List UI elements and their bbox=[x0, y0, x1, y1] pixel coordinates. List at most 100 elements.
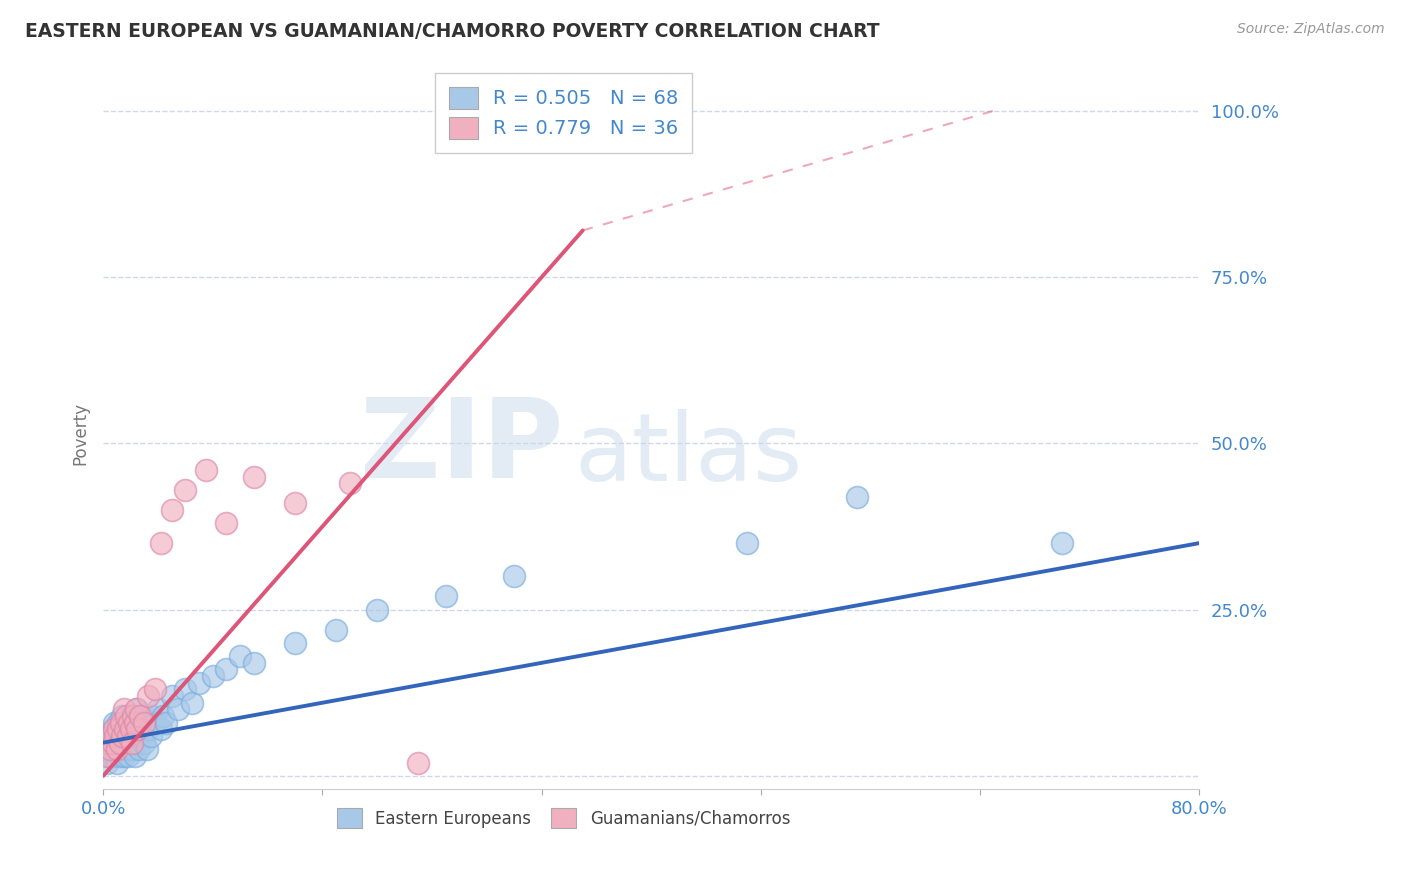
Point bbox=[118, 715, 141, 730]
Point bbox=[103, 715, 125, 730]
Point bbox=[215, 516, 238, 530]
Point bbox=[103, 723, 125, 737]
Point bbox=[174, 483, 197, 497]
Point bbox=[194, 463, 217, 477]
Point bbox=[122, 729, 145, 743]
Point bbox=[114, 736, 136, 750]
Point bbox=[112, 702, 135, 716]
Text: Source: ZipAtlas.com: Source: ZipAtlas.com bbox=[1237, 22, 1385, 37]
Point bbox=[122, 709, 145, 723]
Point bbox=[1052, 536, 1074, 550]
Y-axis label: Poverty: Poverty bbox=[72, 401, 89, 465]
Point bbox=[284, 496, 307, 510]
Point bbox=[138, 689, 160, 703]
Point bbox=[110, 715, 132, 730]
Point bbox=[243, 469, 266, 483]
Point bbox=[98, 729, 121, 743]
Point bbox=[125, 702, 148, 716]
Point bbox=[134, 736, 156, 750]
Point bbox=[129, 723, 152, 737]
Point bbox=[108, 723, 131, 737]
Point bbox=[128, 742, 150, 756]
Point bbox=[215, 663, 238, 677]
Point bbox=[100, 736, 122, 750]
Point bbox=[108, 736, 131, 750]
Point bbox=[124, 748, 146, 763]
Point bbox=[98, 742, 121, 756]
Point bbox=[114, 723, 136, 737]
Point bbox=[120, 723, 142, 737]
Point bbox=[107, 723, 129, 737]
Point bbox=[160, 689, 183, 703]
Point bbox=[149, 723, 172, 737]
Point bbox=[120, 736, 142, 750]
Point bbox=[139, 729, 162, 743]
Point bbox=[104, 736, 127, 750]
Point bbox=[181, 696, 204, 710]
Point bbox=[135, 715, 157, 730]
Point bbox=[124, 715, 146, 730]
Point bbox=[97, 736, 120, 750]
Point bbox=[149, 536, 172, 550]
Point bbox=[152, 709, 174, 723]
Point bbox=[503, 569, 526, 583]
Point bbox=[121, 736, 143, 750]
Point bbox=[127, 723, 149, 737]
Text: ZIP: ZIP bbox=[360, 394, 564, 501]
Point bbox=[131, 729, 153, 743]
Point bbox=[118, 729, 141, 743]
Point bbox=[325, 623, 347, 637]
Point bbox=[136, 742, 159, 756]
Point bbox=[138, 723, 160, 737]
Point bbox=[188, 675, 211, 690]
Point bbox=[117, 729, 139, 743]
Point bbox=[127, 736, 149, 750]
Point bbox=[143, 715, 166, 730]
Point bbox=[167, 702, 190, 716]
Point bbox=[201, 669, 224, 683]
Point bbox=[112, 729, 135, 743]
Point bbox=[160, 503, 183, 517]
Point bbox=[339, 476, 361, 491]
Point bbox=[117, 715, 139, 730]
Point bbox=[141, 709, 163, 723]
Point bbox=[101, 748, 124, 763]
Point bbox=[107, 715, 129, 730]
Point bbox=[366, 602, 388, 616]
Point bbox=[114, 723, 136, 737]
Point bbox=[132, 709, 155, 723]
Legend: Eastern Europeans, Guamanians/Chamorros: Eastern Europeans, Guamanians/Chamorros bbox=[330, 802, 797, 834]
Point bbox=[111, 742, 134, 756]
Point bbox=[408, 756, 430, 770]
Point bbox=[155, 715, 177, 730]
Point bbox=[117, 748, 139, 763]
Point bbox=[110, 736, 132, 750]
Point bbox=[735, 536, 758, 550]
Point bbox=[107, 742, 129, 756]
Point bbox=[127, 702, 149, 716]
Point bbox=[101, 736, 124, 750]
Point bbox=[121, 742, 143, 756]
Point bbox=[174, 682, 197, 697]
Text: atlas: atlas bbox=[575, 409, 803, 500]
Point bbox=[98, 742, 121, 756]
Text: EASTERN EUROPEAN VS GUAMANIAN/CHAMORRO POVERTY CORRELATION CHART: EASTERN EUROPEAN VS GUAMANIAN/CHAMORRO P… bbox=[25, 22, 880, 41]
Point bbox=[104, 729, 127, 743]
Point bbox=[845, 490, 868, 504]
Point bbox=[108, 748, 131, 763]
Point bbox=[129, 709, 152, 723]
Point bbox=[101, 723, 124, 737]
Point bbox=[229, 649, 252, 664]
Point bbox=[96, 748, 118, 763]
Point bbox=[143, 682, 166, 697]
Point bbox=[111, 729, 134, 743]
Point bbox=[96, 756, 118, 770]
Point bbox=[120, 709, 142, 723]
Point bbox=[112, 748, 135, 763]
Point bbox=[105, 729, 128, 743]
Point bbox=[105, 756, 128, 770]
Point bbox=[134, 715, 156, 730]
Point bbox=[434, 590, 457, 604]
Point bbox=[243, 656, 266, 670]
Point bbox=[97, 748, 120, 763]
